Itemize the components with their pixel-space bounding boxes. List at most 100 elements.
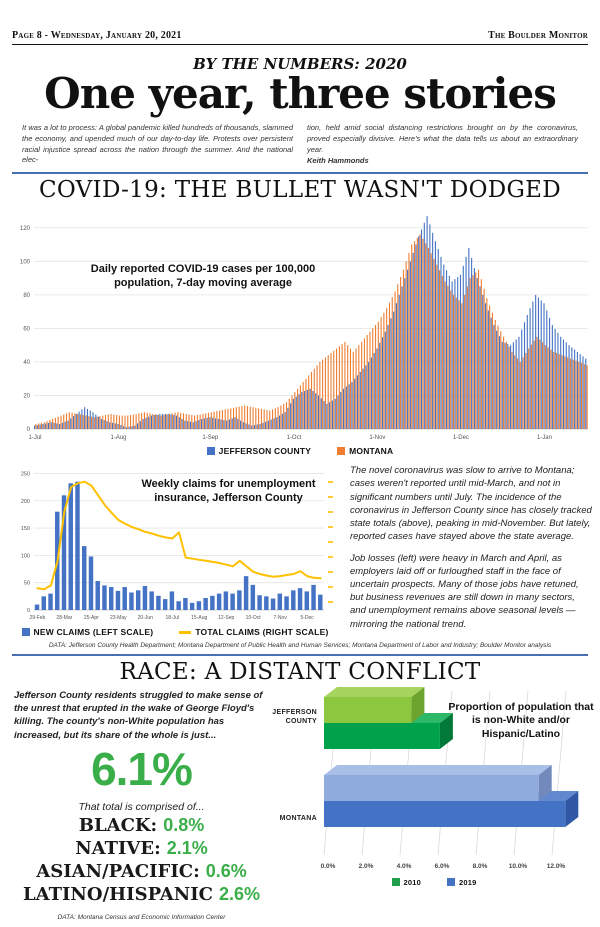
svg-text:0.0%: 0.0% bbox=[321, 863, 336, 870]
unemployment-chart-annotation: Weekly claims for unemployment insurance… bbox=[141, 478, 316, 505]
svg-text:40: 40 bbox=[23, 360, 30, 366]
race-breakdown-row: ASIAN/PACIFIC: 0.6% bbox=[14, 861, 269, 882]
legend-label: NEW CLAIMS (LEFT SCALE) bbox=[33, 627, 154, 638]
svg-text:MONTANA: MONTANA bbox=[280, 815, 317, 822]
legend-item: 2019 bbox=[447, 878, 477, 887]
legend-label: TOTAL CLAIMS (RIGHT SCALE) bbox=[195, 627, 329, 638]
svg-text:1-Oct: 1-Oct bbox=[287, 435, 302, 441]
svg-text:7-Nov: 7-Nov bbox=[273, 615, 287, 621]
race-group-value: 0.6% bbox=[205, 861, 247, 882]
race-section-heading: RACE: A DISTANT CONFLICT bbox=[119, 658, 481, 685]
race-group-label: LATINO/HISPANIC bbox=[22, 884, 213, 906]
svg-text:10-Oct: 10-Oct bbox=[246, 615, 262, 621]
legend-label: MONTANA bbox=[349, 446, 394, 457]
svg-text:100: 100 bbox=[20, 260, 31, 266]
legend-swatch bbox=[206, 447, 215, 456]
svg-text:6.0%: 6.0% bbox=[435, 863, 450, 870]
svg-text:4.0%: 4.0% bbox=[397, 863, 412, 870]
legend-swatch bbox=[21, 628, 30, 637]
legend-item: MONTANA bbox=[337, 446, 393, 456]
svg-text:0: 0 bbox=[27, 608, 30, 614]
covid-chart-plot: 0 20 40 60 80 100 120 1-Jul 1-Aug 1-Sep 1-Oct 1-Nov… bbox=[20, 216, 588, 441]
legend-label: 2019 bbox=[459, 877, 477, 887]
race-group-value: 0.8% bbox=[163, 814, 205, 835]
legend-label: JEFFERSON COUNTY bbox=[218, 446, 312, 457]
svg-text:10.0%: 10.0% bbox=[509, 863, 528, 870]
svg-text:1-Jan: 1-Jan bbox=[537, 435, 552, 441]
legend-swatch bbox=[179, 630, 192, 634]
race-breakdown-row: BLACK: 0.8% bbox=[14, 815, 269, 836]
svg-text:250: 250 bbox=[21, 472, 30, 478]
legend-item: 2010 bbox=[391, 877, 422, 887]
svg-text:20: 20 bbox=[23, 394, 30, 400]
svg-text:1-Jul: 1-Jul bbox=[28, 435, 41, 441]
covid-chart-legend: JEFFERSON COUNTY MONTANA bbox=[0, 446, 600, 456]
svg-text:COUNTY: COUNTY bbox=[286, 718, 317, 725]
svg-text:1-Sep: 1-Sep bbox=[202, 435, 219, 441]
race-text-column: Jefferson County residents struggled to … bbox=[14, 687, 269, 923]
covid-chart: 0 20 40 60 80 100 120 1-Jul 1-Aug 1-Sep 1-Oct 1-Nov… bbox=[8, 205, 592, 445]
commentary-paragraph-1: The novel coronavirus was slow to arrive… bbox=[350, 465, 592, 542]
comprised-label: That total is comprised of... bbox=[78, 800, 205, 813]
svg-text:8.0%: 8.0% bbox=[473, 863, 488, 870]
headline: One year, three stories bbox=[44, 69, 557, 118]
race-breakdown-row: LATINO/HISPANIC 2.6% bbox=[14, 884, 269, 905]
header-rule bbox=[12, 44, 588, 45]
race-group-label: NATIVE: bbox=[75, 837, 161, 859]
intro-block: It was a lot to process: A global pandem… bbox=[22, 123, 578, 168]
masthead: The Boulder Monitor bbox=[488, 30, 588, 41]
commentary-column: The novel coronavirus was slow to arrive… bbox=[350, 462, 592, 639]
svg-text:JEFFERSON: JEFFERSON bbox=[272, 709, 317, 716]
svg-text:0: 0 bbox=[27, 427, 31, 433]
svg-text:29-Feb: 29-Feb bbox=[29, 615, 45, 621]
intro-col2-wrap: tion, held amid social distancing restri… bbox=[307, 123, 578, 168]
svg-text:60: 60 bbox=[23, 327, 30, 333]
svg-text:12-Sep: 12-Sep bbox=[218, 615, 234, 621]
race-group-value: 2.6% bbox=[218, 884, 260, 905]
race-group-label: ASIAN/PACIFIC: bbox=[36, 861, 200, 883]
race-chart: 0.0% 2.0% 4.0% 6.0% 8.0% 10.0% 12.0% JEFFERSON C… bbox=[269, 686, 599, 923]
data-credit-top: DATA: Jefferson County Health Department… bbox=[48, 641, 552, 649]
svg-text:28-Mar: 28-Mar bbox=[56, 615, 72, 621]
covid-section-heading: COVID-19: THE BULLET WASN'T DODGED bbox=[39, 177, 561, 204]
legend-label: 2010 bbox=[403, 877, 421, 887]
svg-text:1-Dec: 1-Dec bbox=[453, 435, 469, 441]
race-chart-annotation: Proportion of population that is non-Whi… bbox=[448, 700, 594, 740]
unemployment-chart: 0 50 100 150 200 250 29-Feb 28-Mar 25-Apr 23-May 2… bbox=[8, 462, 342, 639]
race-block: Jefferson County residents struggled to … bbox=[14, 686, 600, 923]
legend-item: JEFFERSON COUNTY bbox=[206, 446, 312, 457]
section-divider-1 bbox=[12, 172, 588, 175]
svg-text:80: 80 bbox=[23, 293, 30, 299]
page-header: Page 8 - Wednesday, January 20, 2021 The… bbox=[12, 30, 588, 41]
svg-text:50: 50 bbox=[24, 581, 30, 587]
unemployment-chart-legend: NEW CLAIMS (LEFT SCALE) TOTAL CLAIMS (RIG… bbox=[8, 627, 342, 637]
race-breakdown-row: NATIVE: 2.1% bbox=[14, 838, 269, 859]
intro-col2: tion, held amid social distancing restri… bbox=[307, 122, 578, 154]
race-group-label: BLACK: bbox=[78, 814, 158, 836]
data-credit-bottom: DATA: Montana Census and Economic Inform… bbox=[57, 914, 226, 922]
svg-text:25-Apr: 25-Apr bbox=[84, 615, 99, 621]
legend-swatch bbox=[337, 447, 346, 456]
legend-swatch bbox=[447, 878, 455, 887]
byline: Keith Hammonds bbox=[307, 156, 369, 166]
unemployment-chart-plot: 0 50 100 150 200 250 29-Feb 28-Mar 25-Apr 23-May 2… bbox=[21, 472, 333, 621]
race-group-value: 2.1% bbox=[166, 837, 208, 858]
race-breakdown-list: BLACK: 0.8% NATIVE: 2.1% ASIAN/PACIFIC: 0.6% L… bbox=[14, 815, 269, 906]
race-intro: Jefferson County residents struggled to … bbox=[14, 689, 263, 741]
race-chart-legend: 2010 2019 bbox=[269, 878, 599, 887]
legend-item: NEW CLAIMS (LEFT SCALE) bbox=[21, 627, 154, 638]
covid-chart-annotation: Daily reported COVID-19 cases per 100,00… bbox=[90, 263, 316, 290]
svg-text:15-Aug: 15-Aug bbox=[191, 615, 207, 621]
page-folio: Page 8 - Wednesday, January 20, 2021 bbox=[12, 30, 182, 41]
nonwhite-share-value: 6.1% bbox=[91, 742, 193, 795]
intro-col1: It was a lot to process: A global pandem… bbox=[22, 122, 293, 165]
unemployment-block: 0 50 100 150 200 250 29-Feb 28-Mar 25-Apr 23-May 2… bbox=[8, 462, 592, 639]
svg-text:18-Jul: 18-Jul bbox=[165, 615, 179, 621]
svg-text:1-Aug: 1-Aug bbox=[111, 435, 127, 441]
svg-text:150: 150 bbox=[21, 526, 30, 532]
svg-text:2.0%: 2.0% bbox=[359, 863, 374, 870]
section-divider-2 bbox=[12, 653, 588, 656]
svg-text:1-Nov: 1-Nov bbox=[369, 435, 385, 441]
svg-text:20-Jun: 20-Jun bbox=[138, 615, 154, 621]
